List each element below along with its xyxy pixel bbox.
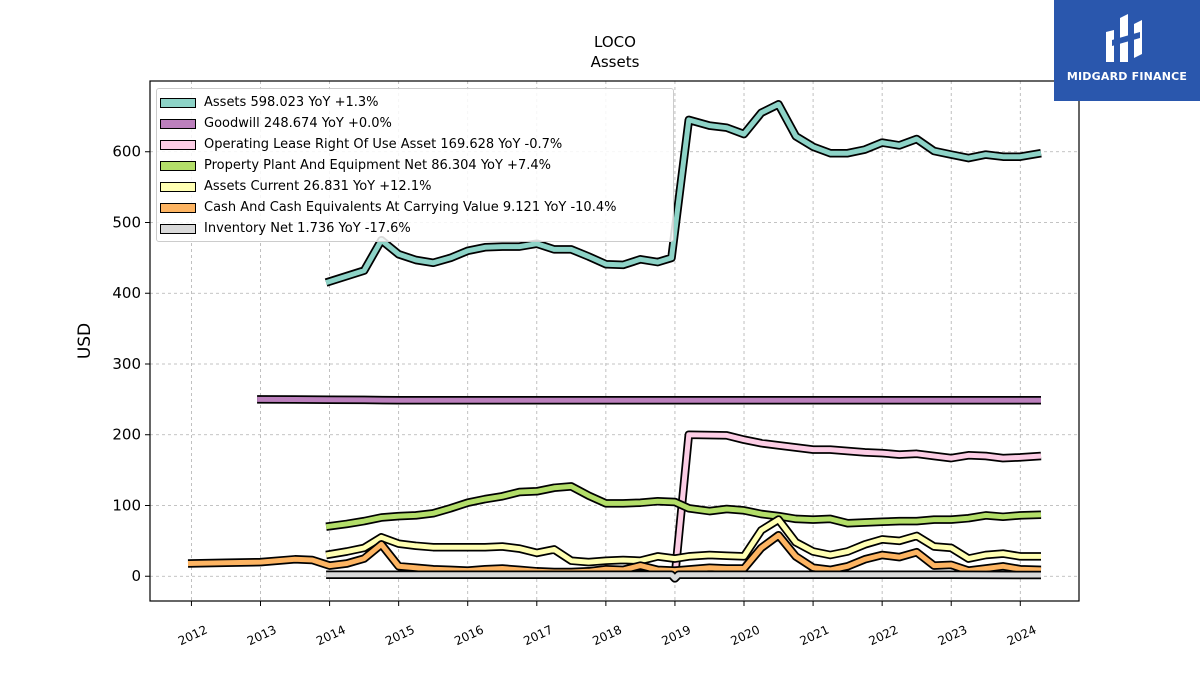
legend-item: Cash And Cash Equivalents At Carrying Va… [157,197,673,218]
series-line-operating-lease-right-of-use-asset [672,432,1042,577]
legend-swatch [160,223,196,234]
x-tick-label: 2018 [590,623,624,649]
y-tick-label: 300 [112,355,141,373]
x-tick-label: 2023 [936,623,970,649]
series-line-property-plant-and-equipment-net [325,483,1042,530]
x-tick-label: 2021 [798,623,832,649]
legend-swatch [160,118,196,129]
y-axis-label: USD [75,323,95,359]
x-tick-label: 2022 [867,623,901,649]
brand-logo: MIDGARD FINANCE [1054,0,1200,101]
x-tick-label: 2019 [659,623,693,649]
legend-swatch [160,97,196,108]
legend-label: Assets 598.023 YoY +1.3% [204,95,379,110]
legend-item: Assets Current 26.831 YoY +12.1% [157,176,673,197]
y-tick-label: 500 [112,213,141,231]
x-tick-label: 2020 [729,623,763,649]
y-tick-label: 400 [112,284,141,302]
legend-label: Goodwill 248.674 YoY +0.0% [204,116,392,131]
legend-swatch [160,139,196,150]
legend-item: Property Plant And Equipment Net 86.304 … [157,155,673,176]
legend-label: Property Plant And Equipment Net 86.304 … [204,158,551,173]
x-tick-label: 2017 [521,623,555,649]
y-tick-label: 600 [112,143,141,161]
legend-swatch [160,202,196,213]
brand-mark-icon [1106,14,1142,62]
legend-label: Cash And Cash Equivalents At Carrying Va… [204,200,617,215]
x-tick-label: 2016 [452,623,486,649]
x-tick-label: 2014 [314,623,348,649]
series-line-goodwill [257,396,1041,403]
series-line-inventory-net [326,572,1042,581]
y-tick-label: 200 [112,426,141,444]
legend-item: Inventory Net 1.736 YoY -17.6% [157,218,673,239]
brand-name: MIDGARD FINANCE [1066,70,1188,83]
x-tick-label: 2015 [383,623,417,649]
legend-item: Operating Lease Right Of Use Asset 169.6… [157,134,673,155]
legend-label: Inventory Net 1.736 YoY -17.6% [204,221,411,236]
plot-frame [149,80,1080,602]
chart-subtitle: Assets [590,53,640,71]
legend-label: Operating Lease Right Of Use Asset 169.6… [204,137,563,152]
x-tick-label: 2013 [245,623,279,649]
x-tick-label: 2024 [1005,623,1039,649]
legend: Assets 598.023 YoY +1.3% Goodwill 248.674… [156,88,674,242]
legend-swatch [160,181,196,192]
legend-swatch [160,160,196,171]
chart-title: LOCO [594,33,636,51]
legend-item: Goodwill 248.674 YoY +0.0% [157,113,673,134]
legend-item: Assets 598.023 YoY +1.3% [157,92,673,113]
series-line-cash-and-cash-equivalents-at-carrying-value [187,532,1042,575]
series-line-assets-current [325,517,1041,565]
series-line-assets [325,101,1042,285]
series-layer [187,100,1042,583]
y-tick-label: 100 [112,496,141,514]
legend-label: Assets Current 26.831 YoY +12.1% [204,179,432,194]
y-tick-label: 0 [131,567,141,585]
x-tick-label: 2012 [176,623,210,649]
